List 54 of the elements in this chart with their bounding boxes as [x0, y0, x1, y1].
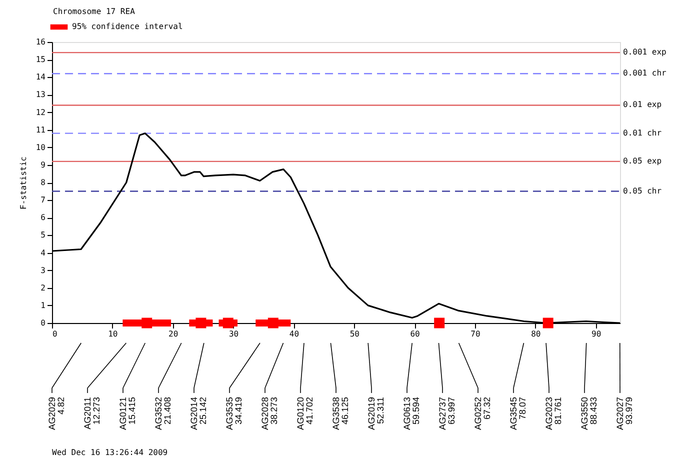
- y-tick-label: 4: [40, 248, 46, 258]
- x-tick-label: 40: [289, 330, 300, 338]
- x-tick-label: 80: [531, 330, 541, 338]
- x-tick-label: 50: [350, 330, 360, 338]
- y-tick-label: 13: [36, 90, 46, 100]
- text: AG2028 38.273: [260, 397, 279, 430]
- ref-line-label: 0.05 exp: [623, 156, 662, 166]
- text: AG3535 34.419: [224, 397, 244, 430]
- y-tick-label: 8: [40, 178, 46, 187]
- text: AG3550 88.433: [580, 397, 598, 430]
- text: Wed Dec 16 13:26:44 2009: [52, 448, 168, 457]
- x-tick-label: 60: [410, 330, 420, 338]
- text: AG0120 41.702: [296, 397, 314, 430]
- text: AG2737 63.997: [438, 397, 456, 430]
- y-tick-label: 7: [40, 196, 46, 205]
- text: AG3532 21.408: [154, 397, 172, 430]
- text: AG2023 81.761: [544, 397, 563, 430]
- y-tick-label: 14: [36, 72, 46, 82]
- y-tick-label: 3: [40, 266, 46, 275]
- y-tick-label: 12: [36, 108, 46, 117]
- y-tick-label: 1: [40, 300, 46, 310]
- text: AG2029 4.82: [47, 397, 66, 430]
- y-tick-label: 10: [36, 142, 46, 152]
- text: AG0252 67.32: [473, 397, 492, 430]
- legend-label: 95% confidence interval: [72, 22, 183, 31]
- x-tick-label: 70: [470, 330, 480, 338]
- text: AG2019 52.311: [366, 397, 386, 430]
- text: AG2027 93.979: [615, 397, 634, 430]
- x-tick-label: 90: [592, 330, 602, 338]
- x-tick-label: 20: [168, 330, 178, 338]
- text: AG2014 25.142: [189, 397, 208, 430]
- y-tick-label: 11: [36, 125, 46, 134]
- y-tick-label: 5: [40, 230, 46, 240]
- text: AG0613 59.594: [402, 397, 421, 430]
- y-tick-label: 6: [40, 213, 46, 222]
- ref-line-label: 0.01 exp: [623, 100, 662, 110]
- y-tick-label: 9: [40, 160, 46, 170]
- chart-title: Chromosome 17 REA: [53, 7, 136, 16]
- text: AG2011 12.273: [82, 397, 102, 430]
- y-tick-label: 0: [40, 318, 46, 328]
- y-axis-title: F-statistic: [18, 156, 28, 210]
- text: AG3538 46.125: [331, 397, 350, 430]
- text: AG3545 78.07: [508, 397, 528, 430]
- y-tick-label: 2: [40, 283, 46, 292]
- x-tick-label: 0: [52, 330, 58, 338]
- y-tick-label: 15: [36, 55, 46, 64]
- ref-line-label: 0.01 chr: [623, 128, 662, 138]
- y-tick-label: 16: [36, 38, 46, 46]
- x-tick-label: 30: [228, 330, 239, 338]
- ref-line-label: 0.001 chr: [623, 68, 667, 78]
- text: AG0121 15.415: [118, 397, 137, 430]
- ref-line-label: 0.001 exp: [623, 48, 667, 57]
- ref-line-label: 0.05 chr: [623, 186, 662, 196]
- x-tick-label: 10: [108, 330, 118, 338]
